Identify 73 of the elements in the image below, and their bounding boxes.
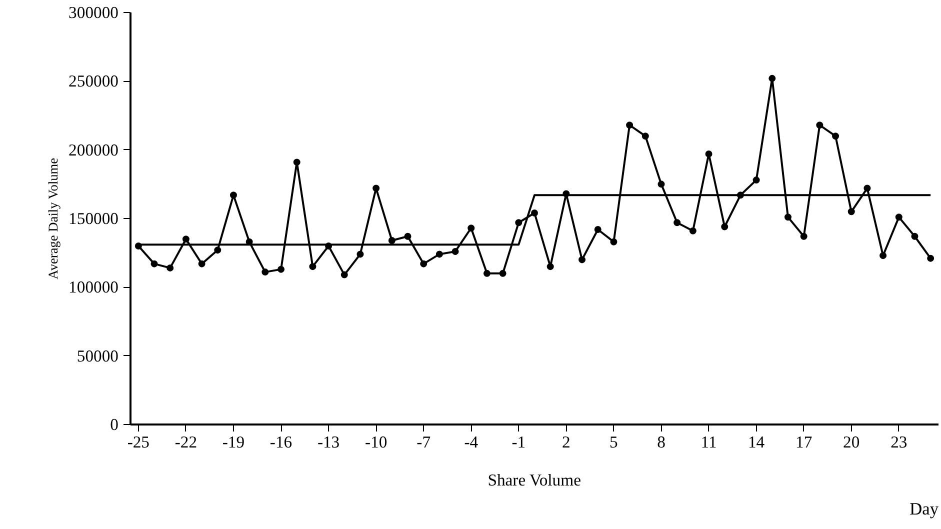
point: [927, 254, 934, 262]
point: [895, 214, 902, 221]
x-tick-label: -4: [464, 432, 479, 452]
point: [468, 224, 475, 232]
point: [420, 260, 428, 268]
x-tick-label: -13: [317, 432, 340, 452]
point: [610, 238, 618, 246]
y-tick-label: 0: [110, 415, 118, 434]
point: [372, 184, 380, 192]
y-tick-label: 150000: [68, 209, 118, 228]
point: [784, 214, 792, 221]
x-tick-label: 14: [748, 432, 766, 452]
point: [340, 271, 348, 278]
y-tick-label: 100000: [68, 278, 118, 297]
x-tick-label: 17: [796, 432, 812, 452]
x-tick-label: 2: [562, 432, 570, 452]
point: [864, 184, 871, 192]
point: [626, 122, 634, 129]
point: [752, 176, 760, 184]
point: [531, 210, 538, 216]
point: [642, 132, 649, 140]
point: [214, 246, 222, 254]
point: [198, 260, 206, 268]
x-tick-label: -16: [270, 432, 292, 452]
point: [689, 227, 696, 234]
x-tick-label: 8: [657, 432, 666, 452]
y-axis-title: Average Daily Volume: [46, 158, 61, 280]
point: [404, 232, 412, 240]
point: [658, 180, 665, 188]
point: [182, 236, 190, 243]
point: [499, 270, 506, 277]
y-tick-label: 250000: [68, 72, 118, 91]
point: [546, 263, 554, 270]
x-tick-label: -25: [127, 432, 150, 452]
x-tick-label: -19: [222, 432, 245, 452]
point: [721, 223, 728, 230]
x-tick-label: -22: [174, 432, 198, 452]
point: [816, 122, 824, 129]
point: [578, 256, 586, 264]
x-tick-label: 20: [843, 432, 860, 452]
point: [515, 219, 522, 226]
point: [705, 150, 712, 158]
x-axis-title: Share Volume: [488, 470, 582, 490]
x-tick-label: 23: [890, 432, 908, 452]
point: [293, 158, 300, 166]
y-tick-label: 50000: [76, 346, 118, 366]
point: [262, 268, 269, 276]
point: [452, 248, 459, 255]
point: [800, 232, 808, 240]
text: Day: [910, 500, 939, 518]
point: [880, 252, 887, 260]
point: [832, 132, 840, 140]
point: [848, 208, 855, 216]
y-tick-label: 200000: [68, 140, 118, 160]
x-tick-label: -7: [416, 432, 431, 452]
point: [594, 226, 602, 233]
point: [674, 219, 681, 226]
y-tick-label: 300000: [68, 3, 118, 22]
x-tick-label: -10: [364, 432, 388, 452]
point: [230, 192, 237, 199]
point: [356, 250, 364, 258]
x-tick-label: 5: [610, 432, 618, 452]
point: [768, 74, 776, 82]
x-tick-label: 11: [700, 432, 717, 452]
point: [483, 270, 490, 277]
point: [436, 250, 443, 258]
x-tick-label: -1: [512, 432, 526, 452]
point: [309, 263, 316, 270]
point: [278, 266, 285, 273]
point: [911, 232, 918, 240]
point: [166, 264, 174, 272]
point: [388, 236, 396, 244]
point: [150, 260, 158, 268]
